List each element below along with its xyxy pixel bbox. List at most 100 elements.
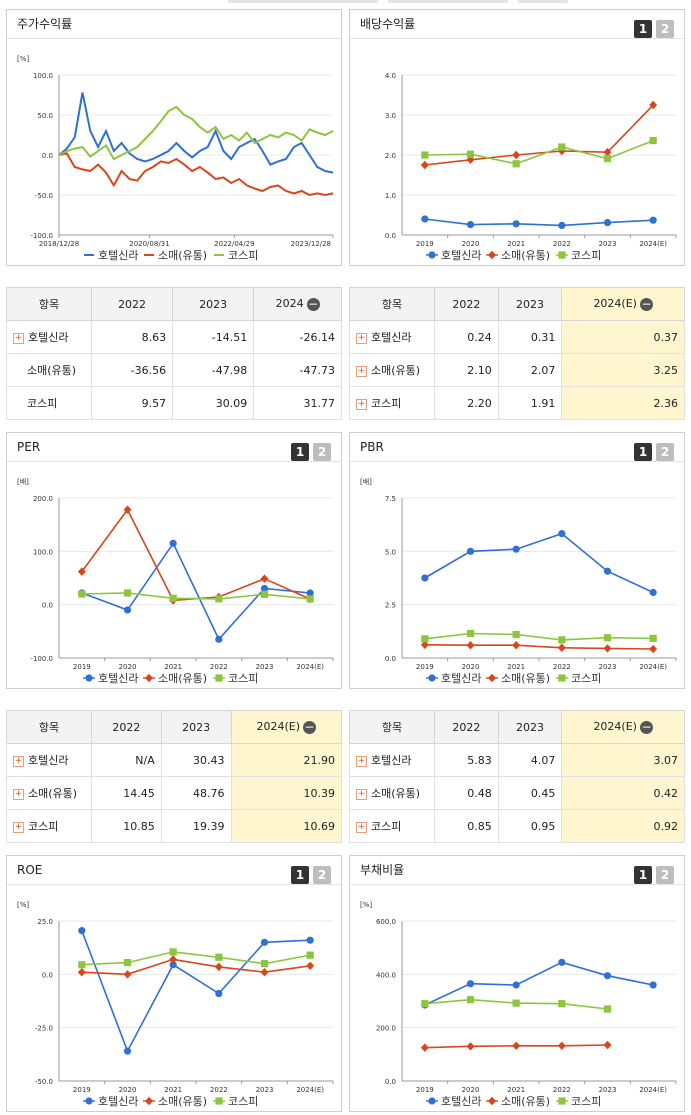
- view-2-button[interactable]: 2: [313, 443, 331, 461]
- row-label: + 호텔신라: [6, 743, 92, 777]
- data-point: [306, 595, 314, 603]
- collapse-icon[interactable]: −: [306, 296, 320, 311]
- table-row: + 코스피 10.85 19.39 10.69: [6, 809, 343, 843]
- table-header-cell: 2024(E) −: [230, 710, 343, 744]
- expand-icon[interactable]: +: [356, 332, 367, 344]
- table-cell: 48.76: [160, 776, 232, 810]
- y-tick-label: 0.0: [385, 1078, 396, 1086]
- legend-marker: [428, 674, 436, 682]
- legend-label: 코스피: [571, 672, 601, 685]
- data-point: [558, 221, 566, 229]
- unit-label: [%]: [17, 55, 29, 63]
- dividend-yield-chart: 4.0 3.0 2.0 1.0 0.0 2019 2020 2021 2022 2023 2024(…: [385, 72, 677, 262]
- series-line: [424, 632, 654, 641]
- data-point: [123, 970, 132, 979]
- data-point: [466, 629, 475, 638]
- series-line: [81, 592, 311, 600]
- data-point: [123, 959, 132, 967]
- data-point: [306, 951, 314, 959]
- legend-label: 호텔신라: [441, 1095, 481, 1108]
- table-cell: 2.20: [434, 386, 499, 420]
- data-point: [603, 634, 612, 642]
- expand-icon[interactable]: +: [356, 398, 367, 410]
- data-point: [169, 594, 177, 602]
- data-point: [649, 634, 657, 642]
- expand-icon[interactable]: +: [13, 332, 24, 344]
- y-tick-label: 200.0: [376, 1025, 396, 1033]
- y-tick-label: 0.0: [385, 232, 396, 240]
- table-header-cell: 2022: [434, 287, 499, 321]
- data-point: [512, 160, 520, 168]
- collapse-icon[interactable]: −: [303, 719, 317, 734]
- expand-icon[interactable]: +: [356, 821, 367, 833]
- collapse-icon[interactable]: −: [639, 719, 653, 734]
- expand-icon[interactable]: +: [13, 755, 24, 767]
- legend-label: 소매(유통): [501, 249, 550, 262]
- legend-marker: [85, 1097, 93, 1105]
- x-tick-label: 2021: [507, 663, 525, 671]
- x-tick-label: 2020: [119, 1086, 137, 1094]
- data-point: [603, 1040, 612, 1050]
- row-label: 소매(유통): [6, 353, 92, 387]
- y-tick-label: -100.0: [30, 655, 53, 663]
- data-point: [603, 148, 612, 157]
- view-2-button[interactable]: 2: [313, 866, 331, 884]
- data-point: [420, 160, 429, 170]
- x-tick-label: 2019: [416, 663, 434, 671]
- pbr-table: 항목 2022 2023 2024(E) − + 호텔신라 5.83 4.07 3.07 + 소매(유…: [349, 710, 685, 843]
- x-tick-label: 2019: [73, 1086, 91, 1094]
- series-line: [81, 951, 311, 966]
- data-point: [214, 962, 223, 972]
- unit-label: [배]: [17, 477, 29, 486]
- data-point: [123, 1047, 132, 1055]
- view-2-button[interactable]: 2: [656, 866, 674, 884]
- table-cell: 10.85: [91, 809, 162, 843]
- x-tick-label: 2020: [462, 240, 480, 248]
- table-row: + 소매(유통) 2.10 2.07 3.25: [349, 353, 685, 387]
- data-point: [77, 968, 86, 977]
- table-cell: 1.91: [497, 386, 563, 420]
- table-cell: 2.36: [561, 386, 685, 420]
- view-1-button[interactable]: 1: [291, 866, 309, 884]
- y-tick-label: 0.0: [385, 655, 396, 663]
- expand-icon[interactable]: +: [356, 755, 367, 767]
- view-1-button[interactable]: 1: [291, 443, 309, 461]
- panel-title: 주가수익률: [7, 10, 341, 39]
- legend-label: 코스피: [571, 249, 601, 262]
- data-point: [260, 590, 269, 598]
- legend-label: 호텔신라: [98, 249, 138, 262]
- expand-icon[interactable]: +: [13, 788, 24, 800]
- legend: 호텔신라 소매(유통) 코스피: [426, 249, 601, 262]
- x-tick-label: 2023: [256, 663, 274, 671]
- view-1-button[interactable]: 1: [634, 866, 652, 884]
- table-cell: N/A: [91, 743, 162, 777]
- y-tick-label: 50.0: [37, 112, 53, 120]
- legend-marker: [428, 251, 436, 259]
- legend-label: 코스피: [228, 249, 258, 262]
- series-line: [58, 105, 334, 161]
- expand-icon[interactable]: +: [356, 365, 367, 377]
- top-edge-decoration: [0, 0, 691, 8]
- x-tick-label: 2023/12/28: [291, 240, 331, 248]
- view-1-button[interactable]: 1: [634, 443, 652, 461]
- table-cell: -26.14: [253, 320, 342, 354]
- view-1-button[interactable]: 1: [634, 20, 652, 38]
- row-label: + 소매(유통): [349, 776, 435, 810]
- table-cell: 0.37: [561, 320, 685, 354]
- collapse-icon[interactable]: −: [639, 296, 653, 311]
- y-tick-label: 600.0: [376, 918, 396, 926]
- view-2-button[interactable]: 2: [656, 443, 674, 461]
- data-point: [558, 958, 566, 966]
- expand-icon[interactable]: +: [13, 821, 24, 833]
- view-2-button[interactable]: 2: [656, 20, 674, 38]
- legend-label: 소매(유통): [501, 1095, 550, 1108]
- expand-icon[interactable]: +: [356, 788, 367, 800]
- data-point: [466, 547, 475, 555]
- table-cell: 2.10: [434, 353, 499, 387]
- legend-label: 코스피: [228, 672, 258, 685]
- y-tick-label: -100.0: [30, 232, 53, 240]
- table-header-cell: 2023: [172, 287, 255, 321]
- panel-title: 배당수익률: [360, 17, 416, 31]
